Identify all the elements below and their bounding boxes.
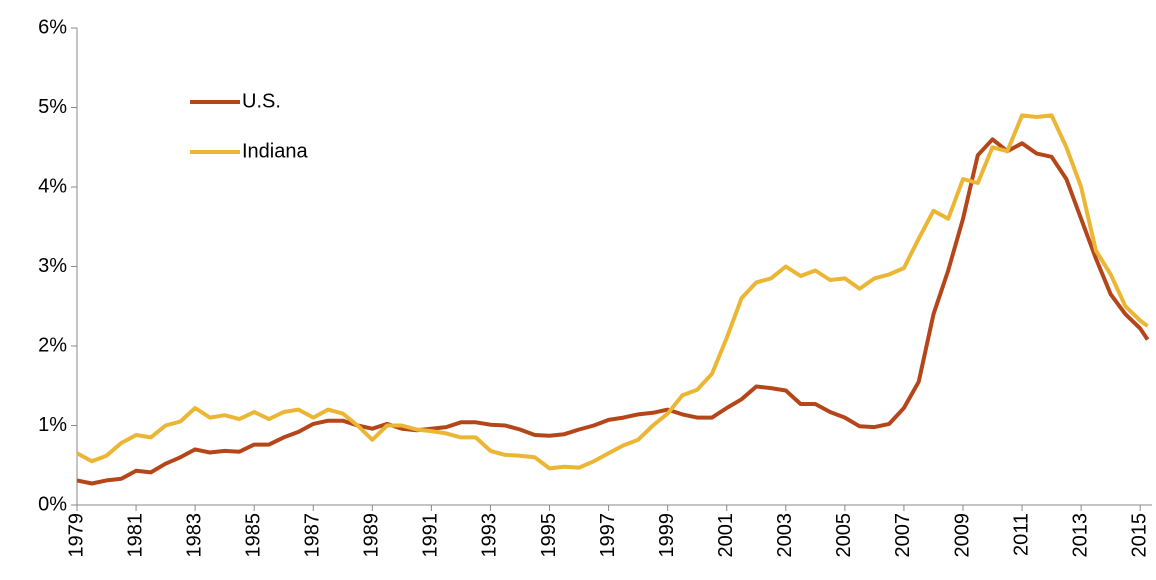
y-tick-label: 3% [38, 255, 67, 277]
y-tick-label: 6% [38, 16, 67, 38]
y-tick-label: 1% [38, 414, 67, 436]
x-tick-label: 2001 [715, 513, 737, 558]
x-tick-label: 1985 [242, 513, 264, 558]
y-tick-label: 4% [38, 175, 67, 197]
x-tick-label: 1981 [124, 513, 146, 558]
x-tick-label: 2013 [1069, 513, 1091, 558]
x-tick-label: 1997 [597, 513, 619, 558]
x-tick-label: 2005 [833, 513, 855, 558]
x-tick-label: 1999 [656, 513, 678, 558]
x-tick-label: 1987 [302, 513, 324, 558]
y-tick-label: 2% [38, 334, 67, 356]
x-tick-label: 1993 [479, 513, 501, 558]
x-tick-label: 2003 [774, 513, 796, 558]
x-tick-label: 2009 [951, 513, 973, 558]
y-tick-label: 5% [38, 96, 67, 118]
series-line [76, 137, 1150, 486]
legend-label: Indiana [242, 140, 308, 162]
legend-label: U.S. [242, 90, 281, 112]
x-tick-label: 1991 [420, 513, 442, 558]
x-tick-label: 1979 [65, 513, 87, 558]
x-tick-label: 1995 [538, 513, 560, 558]
x-tick-label: 1989 [361, 513, 383, 558]
y-tick-label: 0% [38, 493, 67, 515]
x-tick-label: 2015 [1128, 513, 1150, 558]
x-tick-label: 2007 [892, 513, 914, 558]
series-line [76, 113, 1149, 471]
x-tick-label: 1983 [183, 513, 205, 558]
x-tick-label: 2011 [1010, 513, 1032, 556]
